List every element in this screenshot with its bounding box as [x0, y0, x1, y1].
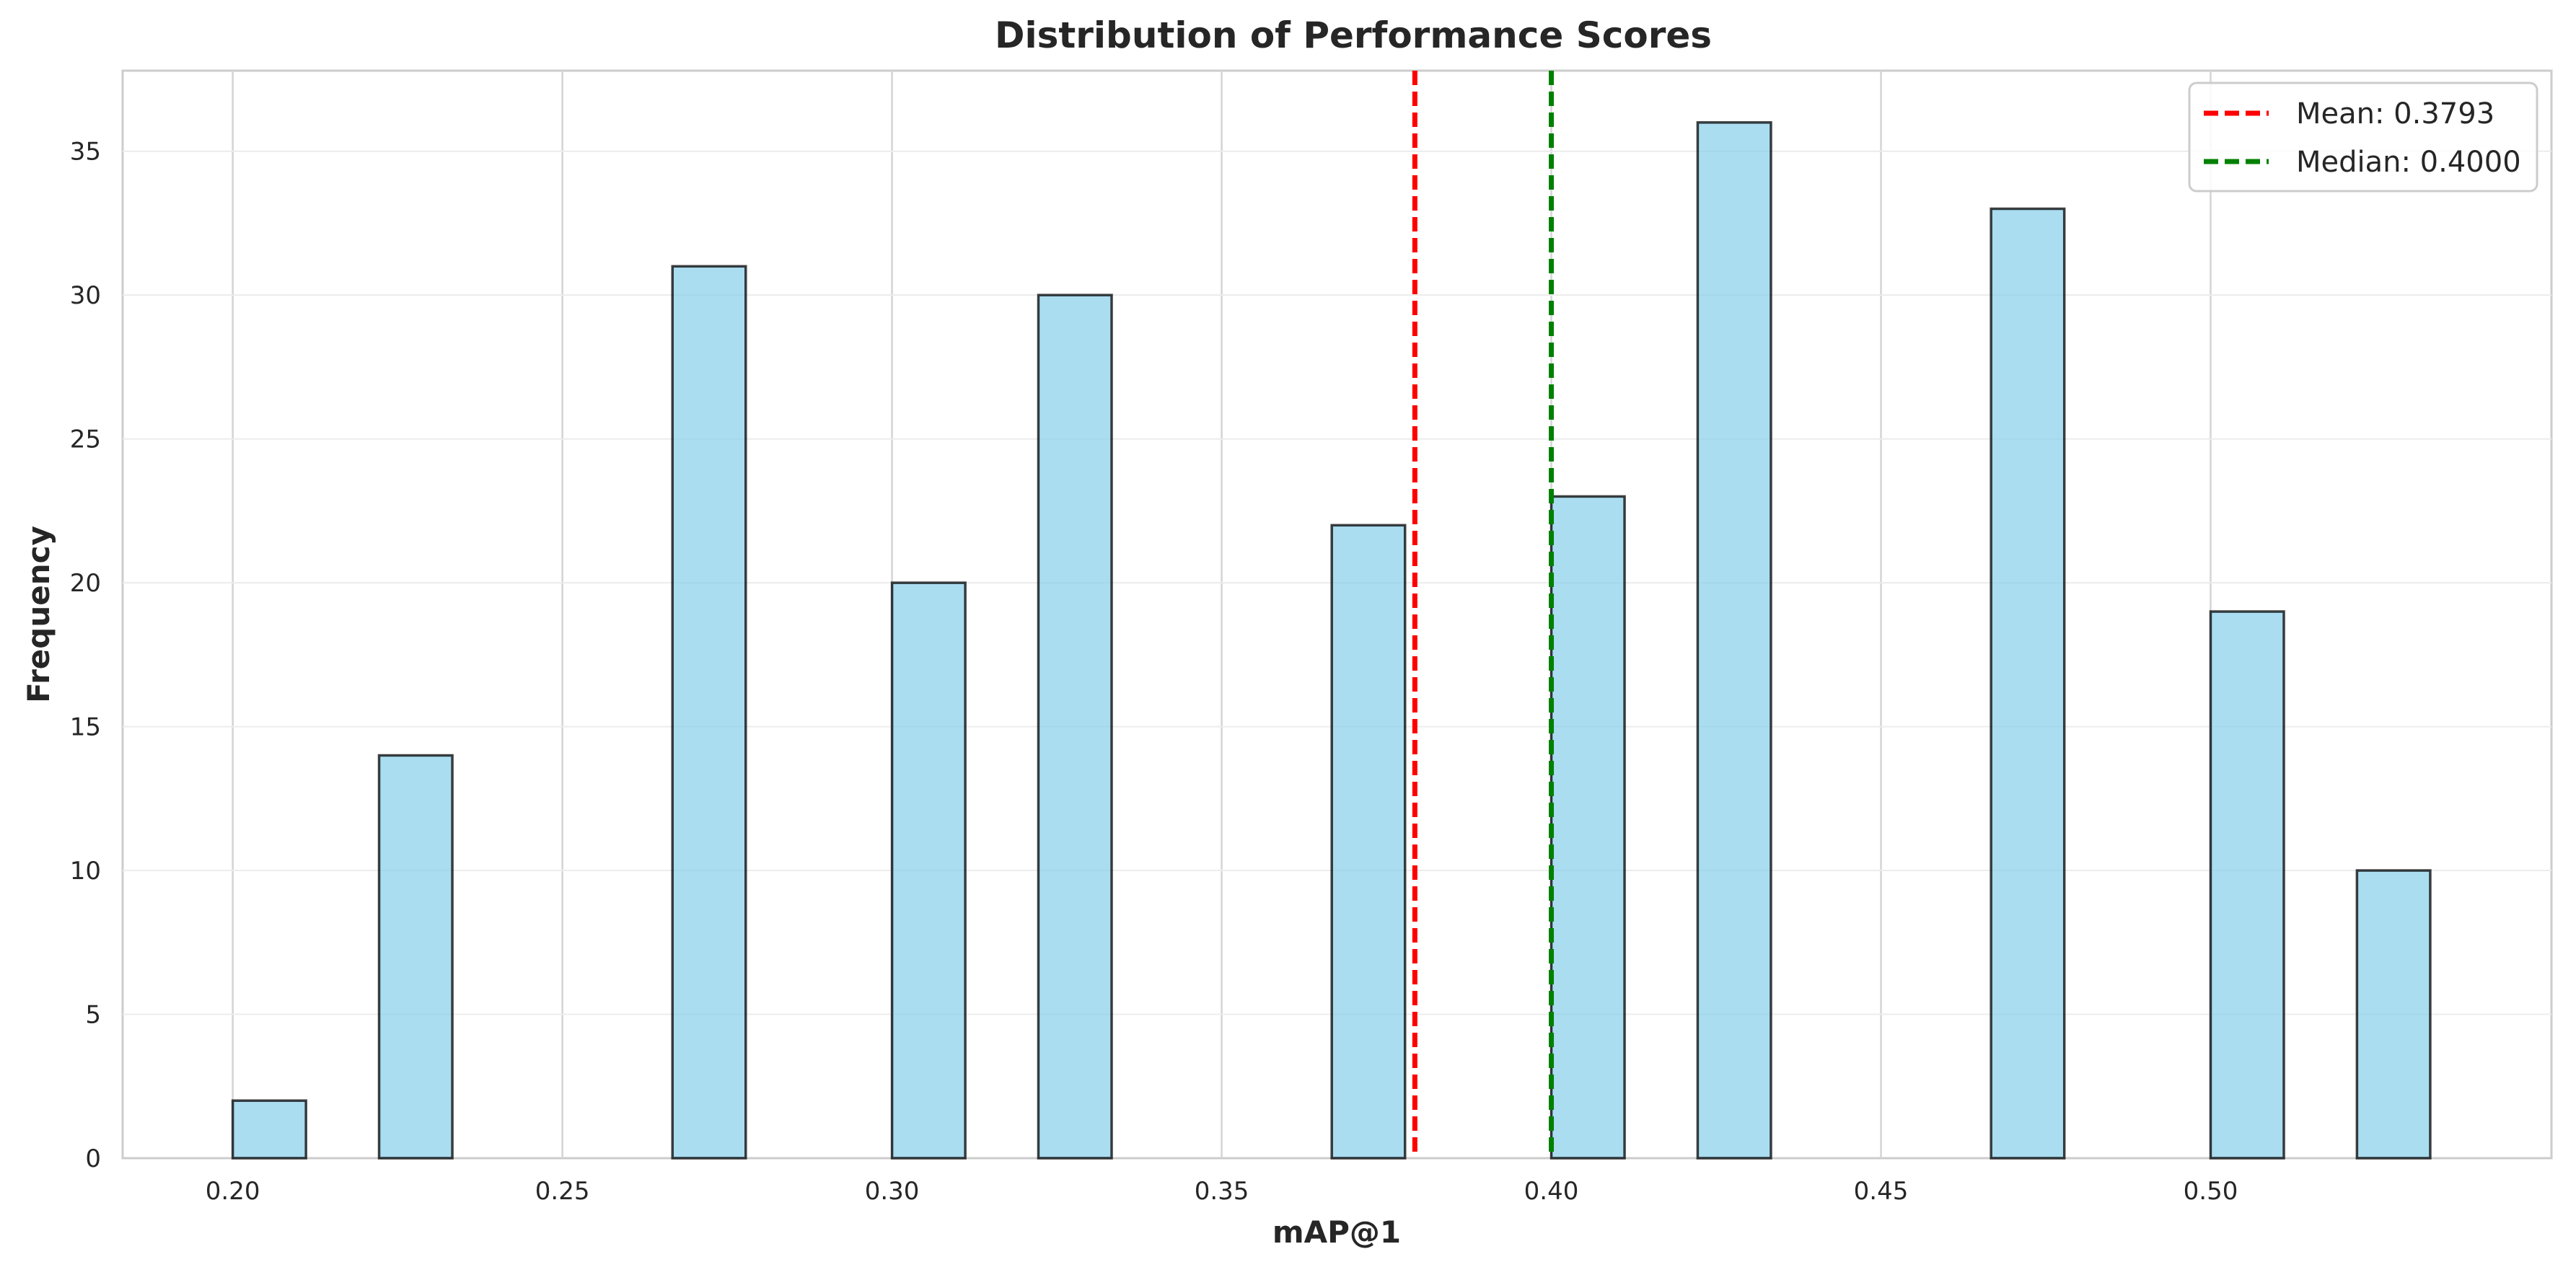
histogram-bar	[1330, 524, 1407, 1160]
x-tick-label: 0.30	[865, 1177, 920, 1206]
x-axis-ticks: 0.20 0.25 0.30 0.35 0.40 0.45 0.50	[206, 1177, 2238, 1206]
y-axis-label: Frequency	[21, 526, 56, 703]
reference-lines	[1412, 71, 1555, 1158]
y-tick-label: 5	[85, 1001, 101, 1030]
x-tick-label: 0.50	[2184, 1177, 2238, 1206]
histogram-bar	[377, 754, 454, 1160]
y-tick-label: 25	[70, 425, 101, 454]
histogram-bar	[890, 581, 967, 1160]
y-tick-label: 30	[70, 281, 101, 310]
chart-title: Distribution of Performance Scores	[995, 14, 1712, 56]
legend-box	[2188, 81, 2538, 193]
x-tick-label: 0.35	[1195, 1177, 1249, 1206]
histogram-bar	[2355, 869, 2432, 1160]
x-tick-label: 0.45	[1854, 1177, 1909, 1206]
histogram-bar	[1549, 495, 1626, 1160]
histogram-bar	[2209, 610, 2285, 1160]
legend-mean-label: Mean: 0.3793	[2296, 97, 2494, 131]
legend-median-label: Median: 0.4000	[2296, 146, 2521, 179]
histogram-bar	[1696, 121, 1772, 1160]
histogram-bars	[231, 121, 2432, 1160]
legend: Mean: 0.3793 Median: 0.4000	[2188, 81, 2538, 193]
x-tick-label: 0.25	[535, 1177, 590, 1206]
y-tick-label: 35	[70, 138, 101, 167]
x-tick-label: 0.20	[206, 1177, 260, 1206]
y-axis-ticks: 0 5 10 15 20 25 30 35	[70, 138, 101, 1173]
x-tick-label: 0.40	[1524, 1177, 1579, 1206]
y-tick-label: 10	[70, 857, 101, 886]
y-tick-label: 0	[85, 1144, 101, 1173]
y-tick-label: 15	[70, 713, 101, 742]
y-tick-label: 20	[70, 569, 101, 598]
histogram-bar	[1037, 294, 1113, 1160]
histogram-bar	[671, 265, 747, 1160]
x-axis-label: mAP@1	[1272, 1214, 1401, 1250]
histogram-bar	[231, 1099, 307, 1160]
histogram-bar	[1990, 207, 2066, 1160]
